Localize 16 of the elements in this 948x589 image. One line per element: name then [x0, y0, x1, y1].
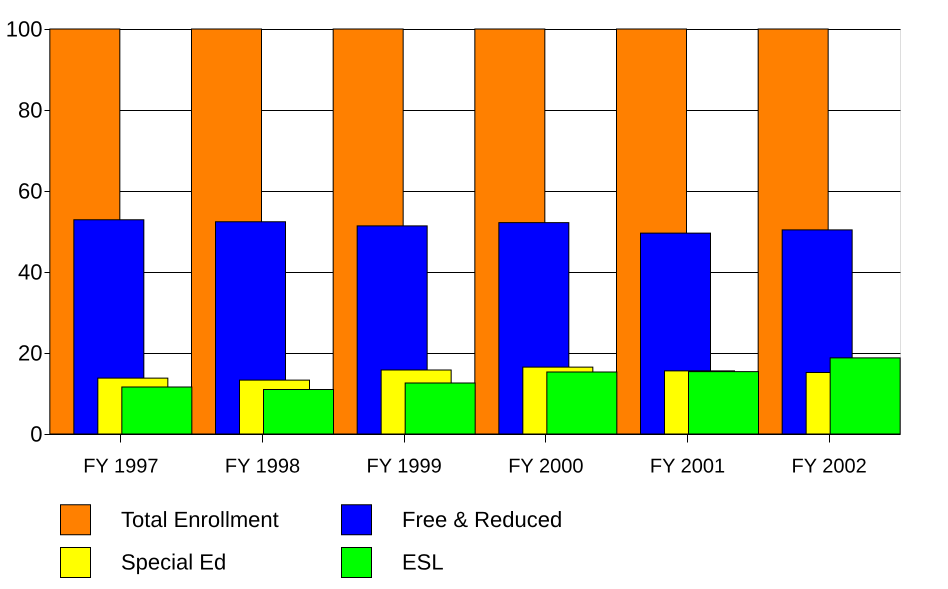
y-tick-label: 20 [18, 340, 42, 366]
x-tick-label: FY 2002 [792, 456, 867, 478]
x-tick-label: FY 1999 [366, 456, 442, 478]
x-tick-label: FY 2001 [650, 456, 726, 478]
x-tick-label: FY 1997 [83, 456, 158, 478]
y-tick-label: 0 [30, 422, 42, 446]
x-tick-label: FY 1998 [224, 456, 300, 478]
legend-label: Special Ed [121, 550, 226, 574]
y-tick-label: 100 [6, 16, 42, 42]
y-tick-label: 40 [18, 260, 42, 284]
legend-label: ESL [402, 550, 444, 574]
legend-label: Free & Reduced [402, 506, 562, 532]
y-tick-label: 60 [18, 178, 42, 204]
legend-label: Total Enrollment [121, 506, 279, 532]
y-tick-label: 80 [18, 98, 42, 122]
x-tick-label: FY 2000 [508, 456, 584, 478]
